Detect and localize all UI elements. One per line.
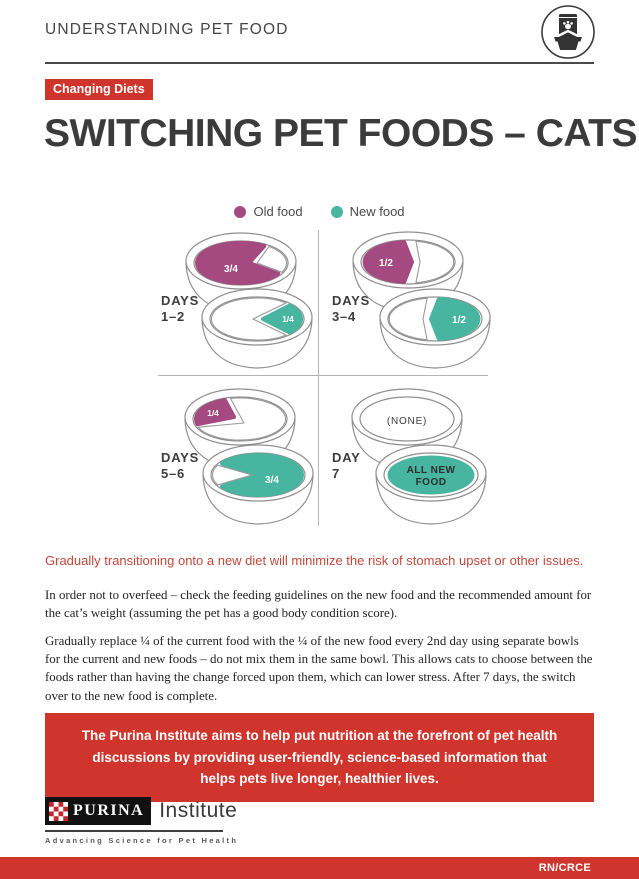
diagram-horizontal-divider	[158, 375, 488, 376]
header-divider	[45, 62, 594, 64]
new-food-bowl: 1/4	[201, 288, 313, 369]
bowls-days-3-4: 1/2 1/2	[352, 231, 491, 369]
institute-mission-banner: The Purina Institute aims to help put nu…	[45, 713, 594, 802]
bowls-days-5-6: 1/4 3/4	[184, 388, 314, 525]
new-food-dot-icon	[330, 205, 343, 218]
period-word: DAYS	[161, 293, 200, 308]
new-food-bowl-full: ALL NEW FOOD	[375, 444, 487, 525]
footer-code: RN/CRCE	[538, 862, 591, 874]
period-range: 1–2	[161, 308, 186, 324]
none-label: (NONE)	[387, 416, 427, 427]
quadrant-label-days-3-4: DAYS 3–4	[332, 293, 370, 324]
fraction-label: 1/4	[282, 314, 294, 324]
logo-divider	[45, 830, 223, 832]
fraction-label: 1/4	[207, 408, 219, 418]
paragraph-replace: Gradually replace ¼ of the current food …	[45, 633, 593, 703]
period-word: DAYS	[161, 450, 200, 465]
fraction-label: 1/2	[379, 258, 393, 269]
bowls-days-1-2: 3/4 1/4	[185, 232, 313, 369]
paragraph-overfeed: In order not to overfeed – check the fee…	[45, 588, 592, 621]
document-header-title: UNDERSTANDING PET FOOD	[45, 21, 289, 38]
institute-wordmark: Institute	[159, 799, 238, 822]
fraction-label: 3/4	[265, 475, 279, 486]
purina-institute-logo: PURINA Institute Advancing Science for P…	[45, 797, 238, 845]
purina-wordmark: PURINA	[73, 802, 145, 819]
body-copy: In order not to overfeed – check the fee…	[45, 586, 594, 741]
highlight-sentence: Gradually transitioning onto a new diet …	[45, 553, 584, 568]
transition-diagram: DAYS 1–2 3/4 1/4 DAYS	[0, 228, 639, 533]
bowls-day-7: (NONE) ALL NEW FOOD	[351, 388, 487, 525]
quadrant-label-days-1-2: DAYS 1–2	[161, 293, 199, 324]
period-word: DAY	[332, 450, 361, 465]
all-new-food-label-line1: ALL NEW	[407, 465, 456, 476]
old-food-bowl-empty: (NONE)	[351, 388, 463, 469]
new-food-label: New food	[349, 204, 405, 219]
legend-item-new-food: New food	[330, 204, 405, 219]
fraction-label: 3/4	[224, 264, 238, 275]
old-food-bowl: 1/2	[352, 231, 464, 312]
period-word: DAYS	[332, 293, 371, 308]
all-new-food-label-line2: FOOD	[416, 477, 447, 488]
new-food-bowl: 1/2	[379, 288, 491, 369]
fraction-label: 1/2	[452, 315, 466, 326]
legend-item-old-food: Old food	[234, 204, 303, 219]
category-tag: Changing Diets	[45, 79, 153, 100]
logo-tagline: Advancing Science for Pet Health	[45, 836, 239, 845]
quadrant-label-days-5-6: DAYS 5–6	[161, 450, 199, 481]
pet-food-bag-bowl-icon	[539, 3, 597, 61]
purina-logo-box: PURINA	[45, 797, 152, 825]
period-range: 5–6	[161, 465, 186, 481]
period-range: 3–4	[332, 308, 357, 324]
old-food-dot-icon	[234, 205, 247, 218]
footer-bar: RN/CRCE	[0, 857, 639, 879]
diagram-vertical-divider	[318, 230, 319, 526]
legend: Old food New food	[0, 204, 639, 219]
quadrant-label-day-7: DAY 7	[332, 450, 361, 481]
purina-checkerboard-icon	[49, 801, 68, 821]
old-food-label: Old food	[253, 204, 303, 219]
new-food-bowl: 3/4	[202, 444, 314, 525]
period-range: 7	[332, 465, 341, 481]
page-title: SWITCHING PET FOODS – CATS	[44, 112, 637, 155]
